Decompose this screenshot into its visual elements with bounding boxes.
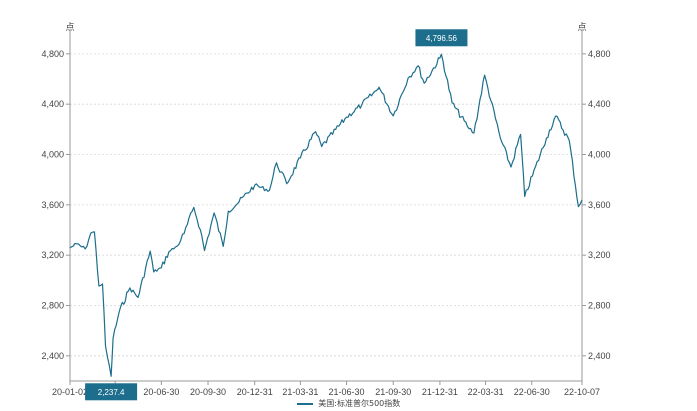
callout-max-label: 4,796.56 bbox=[426, 34, 458, 43]
y-tick-label-left: 4,800 bbox=[41, 49, 64, 59]
y-tick-label-left: 4,000 bbox=[41, 150, 64, 160]
y-axis-unit-right: 点 bbox=[577, 22, 586, 33]
series-layer bbox=[69, 53, 583, 377]
callouts: 4,796.56 2,237.4 bbox=[85, 29, 468, 401]
legend-swatch bbox=[296, 402, 313, 405]
x-tick-label: 21-09-30 bbox=[375, 387, 411, 397]
y-tick-label-left: 4,400 bbox=[41, 99, 64, 109]
y-tick-label-right: 2,400 bbox=[588, 351, 611, 361]
y-tick-label-left: 3,600 bbox=[41, 200, 64, 210]
y-tick-label-left: 2,400 bbox=[41, 351, 64, 361]
series-line-sp500 bbox=[69, 53, 583, 377]
x-tick-label: 20-01-02 bbox=[52, 387, 88, 397]
x-tick-label: 21-06-30 bbox=[329, 387, 365, 397]
y-axis-unit-left: 点 bbox=[65, 22, 74, 33]
y-tick-label-right: 2,800 bbox=[588, 301, 611, 311]
x-tick-label: 21-03-31 bbox=[282, 387, 318, 397]
y-tick-label-left: 2,800 bbox=[41, 301, 64, 311]
grid-lines bbox=[70, 53, 582, 357]
legend[interactable]: 美国:标准普尔500指数 bbox=[0, 398, 697, 409]
x-tick-label: 22-10-07 bbox=[564, 387, 600, 397]
x-tick-label: 22-03-31 bbox=[468, 387, 504, 397]
axes bbox=[66, 30, 586, 385]
x-tick-label: 22-06-30 bbox=[514, 387, 550, 397]
y-tick-label-right: 4,000 bbox=[588, 150, 611, 160]
x-tick-label: 20-12-31 bbox=[237, 387, 273, 397]
y-tick-label-right: 3,200 bbox=[588, 250, 611, 260]
callout-min-label: 2,237.4 bbox=[98, 388, 125, 397]
callout-max bbox=[415, 29, 468, 47]
y-tick-label-right: 4,800 bbox=[588, 49, 611, 59]
legend-label: 美国:标准普尔500指数 bbox=[318, 399, 401, 408]
y-tick-label-right: 4,400 bbox=[588, 99, 611, 109]
y-tick-label-left: 3,200 bbox=[41, 250, 64, 260]
x-tick-label: 20-09-30 bbox=[190, 387, 226, 397]
y-tick-label-right: 3,600 bbox=[588, 200, 611, 210]
y-axis-tick-labels: 2,400 2,400 2,800 2,800 3,200 3,200 3,600 3,600… bbox=[41, 49, 610, 361]
x-tick-label: 21-12-31 bbox=[422, 387, 458, 397]
callout-min bbox=[85, 383, 138, 401]
x-tick-label: 20-06-30 bbox=[143, 387, 179, 397]
